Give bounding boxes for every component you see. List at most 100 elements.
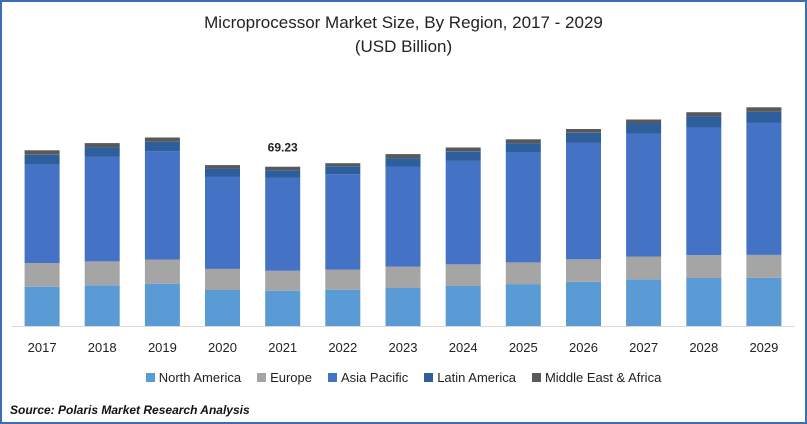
bar-segment-2021-north-america	[265, 290, 301, 326]
bar-segment-2028-asia-pacific	[686, 127, 722, 256]
bar-segment-2026-middle-east-africa	[566, 129, 601, 133]
legend-label-asia-pacific: Asia Pacific	[341, 370, 409, 385]
bar-segment-2024-north-america	[445, 286, 481, 326]
bar-segment-2027-middle-east-africa	[626, 119, 662, 123]
x-tick-label-2022: 2022	[328, 340, 357, 355]
legend-label-europe: Europe	[270, 370, 312, 385]
bar-segment-2020-latin-america	[205, 168, 240, 177]
bar-segment-2019-middle-east-africa	[144, 137, 180, 142]
bar-segment-2026-north-america	[566, 281, 601, 326]
legend-item-europe: Europe	[257, 370, 312, 385]
bar-segment-2022-middle-east-africa	[325, 163, 361, 167]
legend-swatch-north-america	[145, 373, 155, 382]
bar-segment-2029-asia-pacific	[746, 122, 782, 255]
bar-segment-2024-latin-america	[445, 151, 481, 161]
bar-segment-2023-asia-pacific	[385, 166, 421, 267]
bar-segment-2022-latin-america	[325, 166, 361, 175]
bar-segment-2020-europe	[205, 268, 240, 290]
bar-segment-2022-north-america	[325, 289, 361, 326]
bar-segment-2024-middle-east-africa	[445, 147, 481, 152]
bar-segment-2020-asia-pacific	[205, 176, 240, 269]
bar-segment-2022-asia-pacific	[325, 174, 361, 270]
bar-segment-2023-north-america	[385, 287, 421, 326]
bar-segment-2025-europe	[505, 262, 541, 285]
bar-segment-2026-asia-pacific	[566, 142, 601, 260]
bar-segment-2029-middle-east-africa	[746, 107, 782, 112]
bar-segment-2018-middle-east-africa	[84, 143, 120, 148]
x-tick-label-2024: 2024	[449, 340, 478, 355]
bar-segment-2028-north-america	[686, 278, 722, 326]
legend-label-latin-america: Latin America	[437, 370, 516, 385]
bar-segment-2020-middle-east-africa	[205, 165, 240, 169]
bar-segment-2023-latin-america	[385, 158, 421, 167]
bar-segment-2021-asia-pacific	[265, 177, 301, 271]
data-label-2021: 69.23	[268, 141, 298, 155]
chart-legend: North America Europe Asia Pacific Latin Ame…	[2, 370, 805, 385]
bar-segment-2029-europe	[746, 254, 782, 278]
legend-label-north-america: North America	[158, 370, 242, 385]
bar-segment-2021-latin-america	[265, 170, 301, 178]
bar-segment-2018-latin-america	[84, 147, 120, 157]
x-tick-label-2023: 2023	[389, 340, 418, 355]
chart-subtitle: (USD Billion)	[354, 37, 453, 56]
bar-segment-2017-middle-east-africa	[24, 150, 60, 155]
bar-segment-2025-latin-america	[505, 143, 541, 152]
bar-segment-2017-north-america	[24, 286, 60, 326]
x-tick-label-2017: 2017	[28, 340, 57, 355]
x-tick-label-2025: 2025	[509, 340, 538, 355]
bar-segment-2019-europe	[144, 259, 180, 284]
bar-segment-2027-north-america	[626, 279, 662, 326]
x-tick-label-2021: 2021	[268, 340, 297, 355]
source-note: Source: Polaris Market Research Analysis	[10, 403, 250, 417]
bar-segment-2017-asia-pacific	[24, 164, 60, 264]
legend-item-middle-east-africa: Middle East & Africa	[531, 370, 662, 385]
bar-segment-2029-north-america	[746, 277, 782, 326]
bar-segment-2018-north-america	[84, 285, 120, 326]
bar-segment-2019-latin-america	[144, 141, 180, 152]
bar-segment-2017-europe	[24, 263, 60, 287]
legend-swatch-europe	[257, 373, 267, 382]
bar-segment-2017-latin-america	[24, 154, 60, 165]
x-tick-label-2027: 2027	[629, 340, 658, 355]
bar-segment-2027-latin-america	[626, 123, 662, 134]
legend-swatch-asia-pacific	[328, 373, 337, 382]
legend-swatch-middle-east-africa	[531, 373, 541, 382]
bar-segment-2023-europe	[385, 266, 421, 288]
bar-segment-2027-asia-pacific	[626, 133, 662, 257]
legend-item-latin-america: Latin America	[424, 370, 516, 385]
bar-segment-2027-europe	[626, 256, 662, 280]
legend-label-middle-east-africa: Middle East & Africa	[544, 370, 662, 385]
bar-segment-2024-europe	[445, 264, 481, 286]
bar-segment-2028-middle-east-africa	[686, 112, 722, 117]
bar-segment-2020-north-america	[205, 290, 240, 326]
legend-item-asia-pacific: Asia Pacific	[328, 370, 408, 385]
bar-segment-2019-asia-pacific	[144, 151, 180, 260]
x-tick-label-2029: 2029	[749, 340, 778, 355]
bar-segment-2018-asia-pacific	[84, 156, 120, 262]
x-tick-label-2018: 2018	[88, 340, 117, 355]
bar-segment-2018-europe	[84, 261, 120, 286]
bar-segment-2023-middle-east-africa	[385, 154, 421, 159]
bar-segment-2025-middle-east-africa	[505, 139, 541, 143]
chart-title: Microprocessor Market Size, By Region, 2…	[204, 13, 603, 32]
bar-segment-2025-north-america	[505, 284, 541, 326]
x-tick-label-2019: 2019	[148, 340, 177, 355]
legend-item-north-america: North America	[145, 370, 242, 385]
x-tick-label-2026: 2026	[569, 340, 598, 355]
bar-segment-2022-europe	[325, 269, 361, 290]
stacked-bar-chart: 2017 2018 2019 2020 2021 69.23 2022 2023 2024 202…	[12, 107, 794, 355]
bar-segment-2021-middle-east-africa	[265, 166, 301, 171]
bar-segment-2024-asia-pacific	[445, 160, 481, 265]
bar-segment-2029-latin-america	[746, 111, 782, 123]
bar-segment-2025-asia-pacific	[505, 152, 541, 263]
x-tick-label-2020: 2020	[208, 340, 237, 355]
legend-swatch-latin-america	[424, 373, 434, 382]
x-tick-label-2028: 2028	[689, 340, 718, 355]
bar-segment-2026-europe	[566, 259, 601, 282]
bar-segment-2028-europe	[686, 255, 722, 278]
bar-segment-2019-north-america	[144, 283, 180, 326]
bar-segment-2028-latin-america	[686, 116, 722, 128]
bar-segment-2021-europe	[265, 270, 301, 291]
bar-segment-2026-latin-america	[566, 132, 601, 143]
